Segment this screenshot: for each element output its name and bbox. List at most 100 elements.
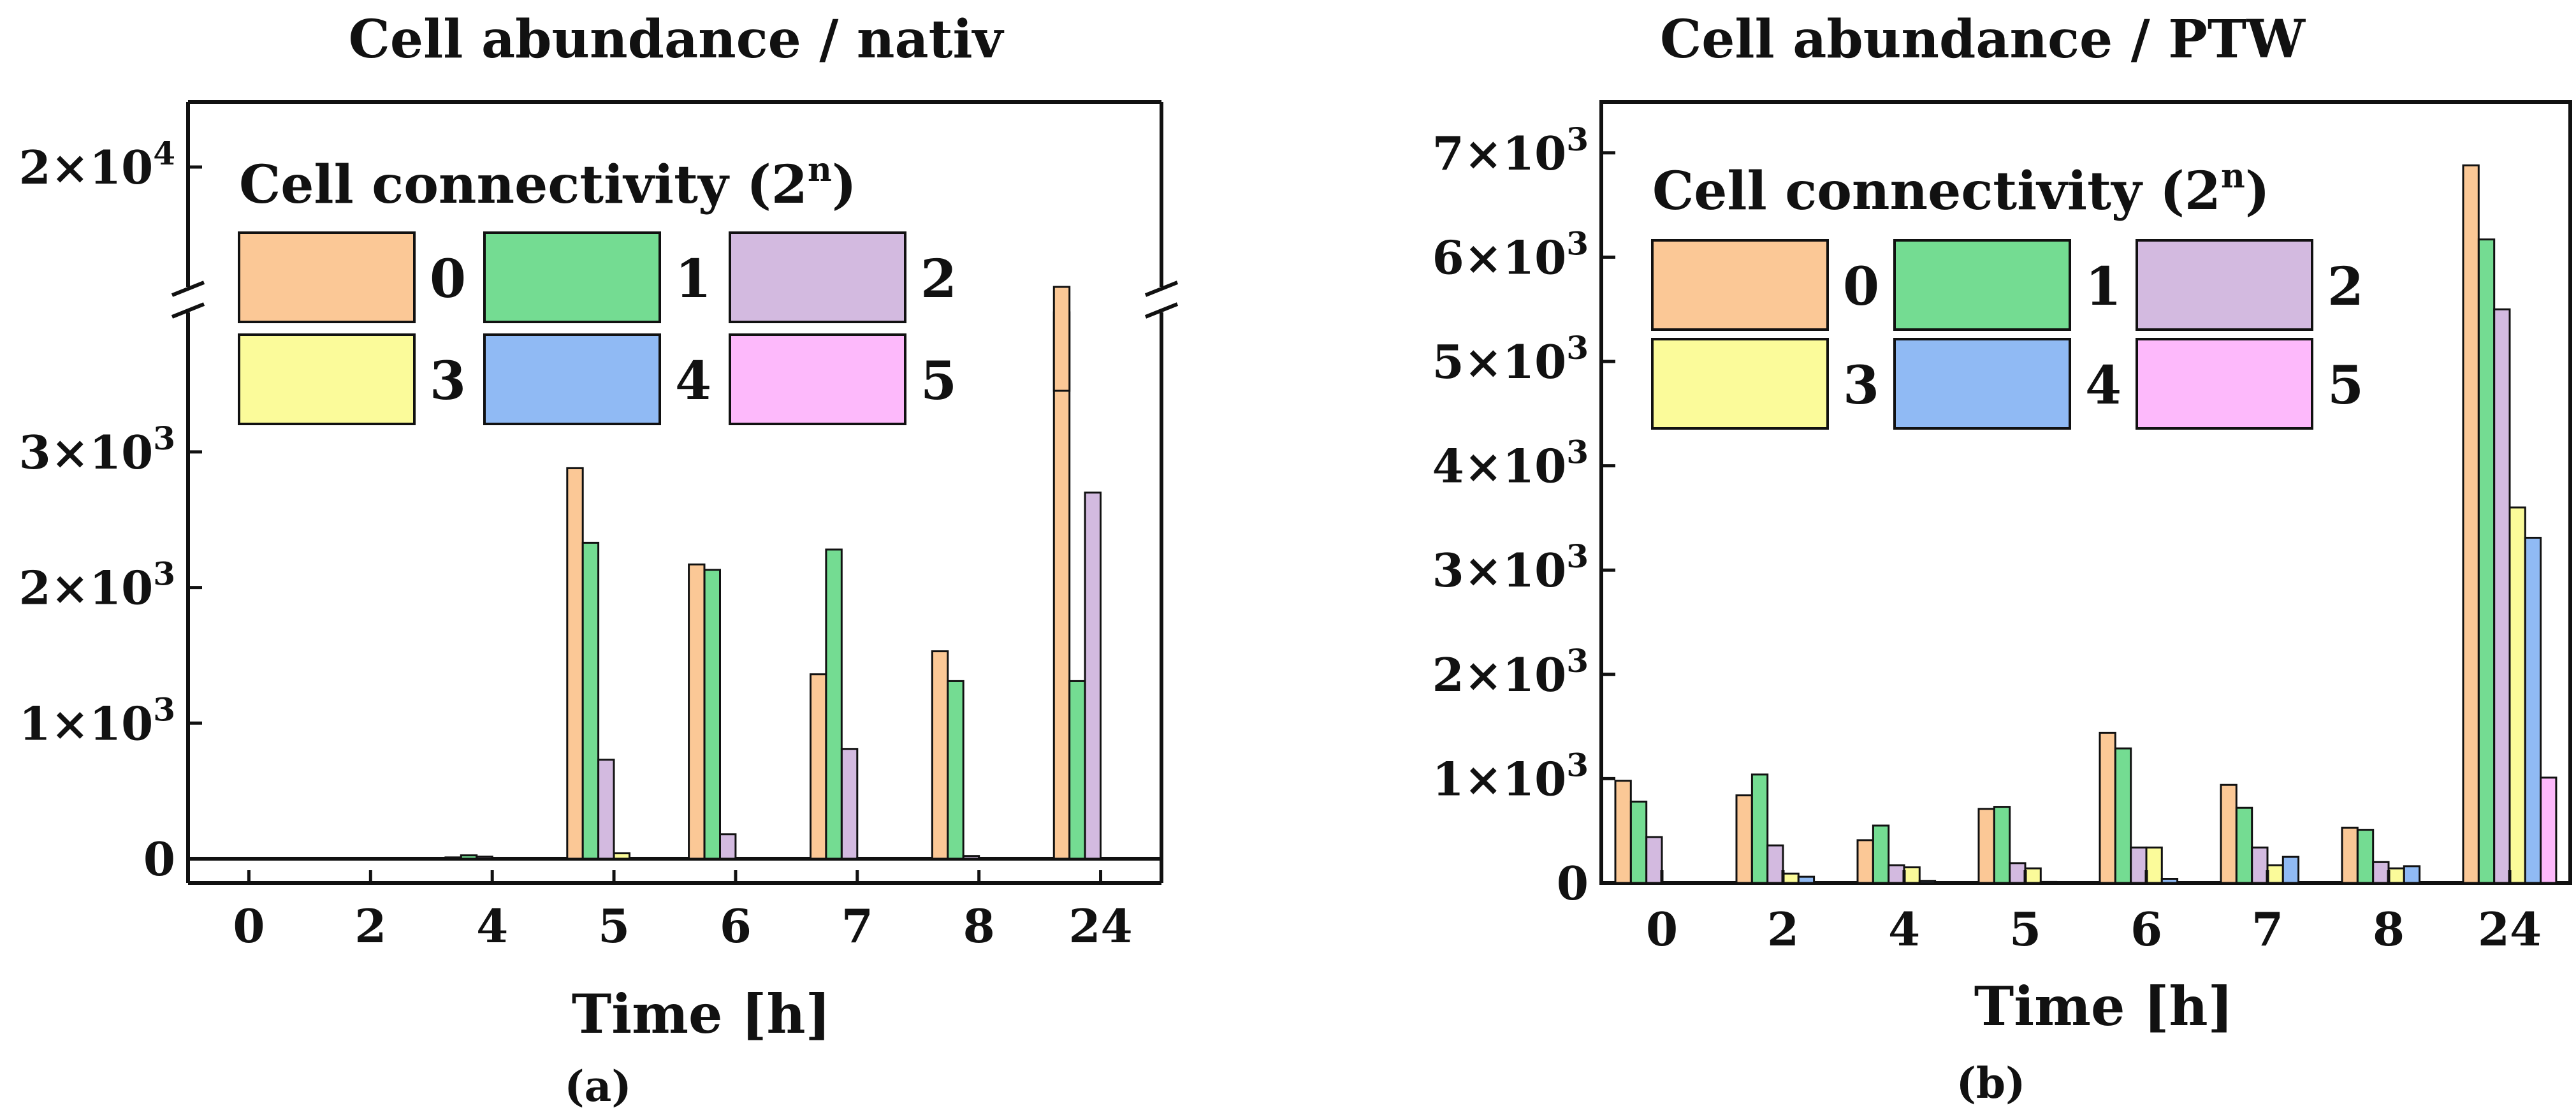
panel-a-legend-label-0: 0 [430, 249, 466, 310]
panel-a-bar-s1-t8 [947, 680, 964, 860]
panel-a-bar-s3-t6 [734, 857, 752, 860]
panel-a-bar-s0-t6 [688, 563, 706, 860]
panel-b-legend-swatch-3 [1651, 338, 1829, 430]
panel-a-bar-s2-t8 [962, 855, 980, 860]
panel-b-bar-s1-t6 [2114, 747, 2132, 884]
panel-b-xtick-label-6: 6 [2130, 902, 2162, 956]
panel-a-bar-s1-t24 [1068, 680, 1086, 860]
panel-a-bar-s3-t8 [978, 857, 996, 860]
panel-a-bar-s3-t5 [613, 852, 630, 860]
panel-b-bar-s4-t4 [1918, 880, 1937, 884]
panel-b-ytick-label-2: 2×103 [1432, 642, 1589, 702]
panel-b-bars [1614, 164, 2558, 884]
panel-a-ytick-exp-3: 3 [153, 419, 175, 457]
panel-a-legend-swatch-1 [483, 231, 661, 323]
panel-b-xtick-label-8: 8 [2373, 902, 2405, 956]
panel-a-title: Cell abundance / nativ [349, 9, 1005, 70]
panel-b-x-ticks: 0 2 4 5 6 7 8 24 [1646, 870, 2542, 956]
panel-b-ytick-base-3: 3×10 [1432, 543, 1567, 597]
panel-a-legend: Cell connectivity (2n) 0 1 2 3 4 5 [238, 150, 957, 425]
panel-b-bar-s1-t7 [2235, 806, 2253, 884]
panel-b-bar-s0-t4 [1856, 839, 1874, 884]
panel-b-xtick-label-24: 24 [2478, 902, 2542, 956]
panel-a-xtick-label-24: 24 [1068, 899, 1132, 953]
panel-a-xlabel: Time [h] [572, 982, 831, 1046]
panel-b-legend-swatch-0 [1651, 239, 1829, 331]
panel-b-ytick-exp-3: 3 [1566, 537, 1589, 575]
panel-a-bar-s2-t7 [840, 748, 859, 860]
panel-b-legend-label-1: 1 [2085, 256, 2121, 317]
panel-b-ytick-label-3: 3×103 [1432, 537, 1589, 597]
panel-a: Cell abundance / nativ 01×1032×1033×1032… [19, 9, 1179, 1111]
panel-b-bar-s0-t8 [2341, 826, 2359, 884]
panel-b-bar-s2-t7 [2251, 846, 2269, 884]
panel-a-ytick-exp-4: 4 [153, 135, 175, 172]
panel-a-legend-label-2: 2 [921, 249, 957, 310]
panel-a-x-ticks: 0 2 4 5 6 7 8 24 [233, 870, 1133, 953]
panel-b-bar-s2-t4 [1888, 864, 1905, 884]
panel-b-bar-s2-t8 [2372, 861, 2390, 884]
panel-b-bar-s4-t6 [2160, 878, 2179, 884]
panel-a-ytick-base-1: 1×10 [19, 696, 154, 750]
panel-a-ytick-label-0: 0 [143, 832, 175, 886]
panel-b-bar-s4-t2 [1797, 875, 1816, 884]
panel-b-axis-box [1599, 100, 2572, 885]
panel-a-legend-swatch-2 [729, 231, 906, 323]
panel-a-bar-s1-t6 [703, 569, 721, 860]
panel-b-bar-s4-t7 [2281, 856, 2300, 884]
panel-b-bar-s2-t5 [2009, 862, 2027, 884]
panel-a-legend-swatch-4 [483, 333, 661, 425]
panel-b-label: (b) [1956, 1058, 2026, 1108]
panel-b-xtick-label-7: 7 [2252, 902, 2283, 956]
panel-b: Cell abundance / PTW 01×1032×1033×1034×1… [1432, 9, 2572, 1108]
panel-b-legend-label-3: 3 [1843, 355, 1879, 416]
panel-a-legend-swatch-5 [729, 333, 906, 425]
panel-b-bar-s1-t4 [1872, 824, 1890, 884]
panel-b-ytick-base-7: 7×10 [1432, 126, 1567, 180]
panel-b-bar-s3-t2 [1782, 872, 1800, 884]
panel-b-xlabel: Time [h] [1974, 975, 2234, 1038]
panel-a-xtick-label-4: 4 [476, 899, 508, 953]
panel-b-ytick-label-0: 0 [1557, 856, 1589, 910]
panel-a-ytick-base-4: 2×10 [19, 140, 154, 194]
panel-b-bar-s3-t24 [2508, 506, 2526, 884]
panel-b-bar-s4-t8 [2403, 865, 2421, 884]
panel-b-ytick-exp-1: 3 [1566, 746, 1589, 783]
panel-b-bar-s1-t8 [2356, 829, 2375, 884]
panel-b-ytick-base-5: 5×10 [1432, 335, 1567, 389]
panel-b-bar-s1-t24 [2477, 238, 2496, 884]
panel-b-legend-swatch-1 [1893, 239, 2071, 331]
panel-b-ytick-base-6: 6×10 [1432, 230, 1567, 284]
panel-b-legend-swatch-4 [1893, 338, 2071, 430]
panel-a-break-mark-right-1 [1144, 281, 1179, 297]
panel-a-xtick-label-0: 0 [233, 899, 265, 953]
panel-a-bar-s0-t7 [810, 673, 827, 860]
panel-a-xtick-label-2: 2 [354, 899, 386, 953]
panel-a-break-mark-left-1 [171, 281, 205, 297]
panel-a-break-mark-left-2 [171, 302, 205, 319]
panel-a-legend-label-4: 4 [675, 351, 711, 412]
panel-b-xtick-label-2: 2 [1767, 902, 1799, 956]
panel-b-legend-swatch-5 [2136, 338, 2313, 430]
panel-a-bar-s0-t24-seg0 [1052, 311, 1071, 860]
panel-b-ytick-label-5: 5×103 [1432, 329, 1589, 389]
panel-a-legend-label-3: 3 [430, 351, 466, 412]
panel-b-ytick-label-6: 6×103 [1432, 224, 1589, 284]
panel-b-xtick-label-0: 0 [1646, 902, 1678, 956]
panel-b-ytick-base-2: 2×10 [1432, 648, 1567, 702]
panel-b-xtick-label-5: 5 [2009, 902, 2041, 956]
panel-a-ytick-exp-1: 3 [153, 690, 175, 728]
panel-b-bar-s1-t2 [1750, 773, 1769, 884]
panel-b-legend: Cell connectivity (2n) 0 1 2 3 4 5 [1651, 157, 2364, 430]
panel-b-bar-s3-t7 [2266, 864, 2284, 884]
panel-b-bar-s1-t0 [1629, 800, 1648, 884]
panel-a-ytick-label-3: 3×103 [19, 419, 175, 479]
panel-b-bar-s0-t6 [2099, 731, 2116, 884]
panel-b-bar-s0-t2 [1735, 794, 1753, 884]
panel-a-ytick-label-1: 1×103 [19, 690, 175, 750]
panel-b-legend-swatch-2 [2136, 239, 2313, 331]
panel-a-xtick-label-7: 7 [841, 899, 873, 953]
